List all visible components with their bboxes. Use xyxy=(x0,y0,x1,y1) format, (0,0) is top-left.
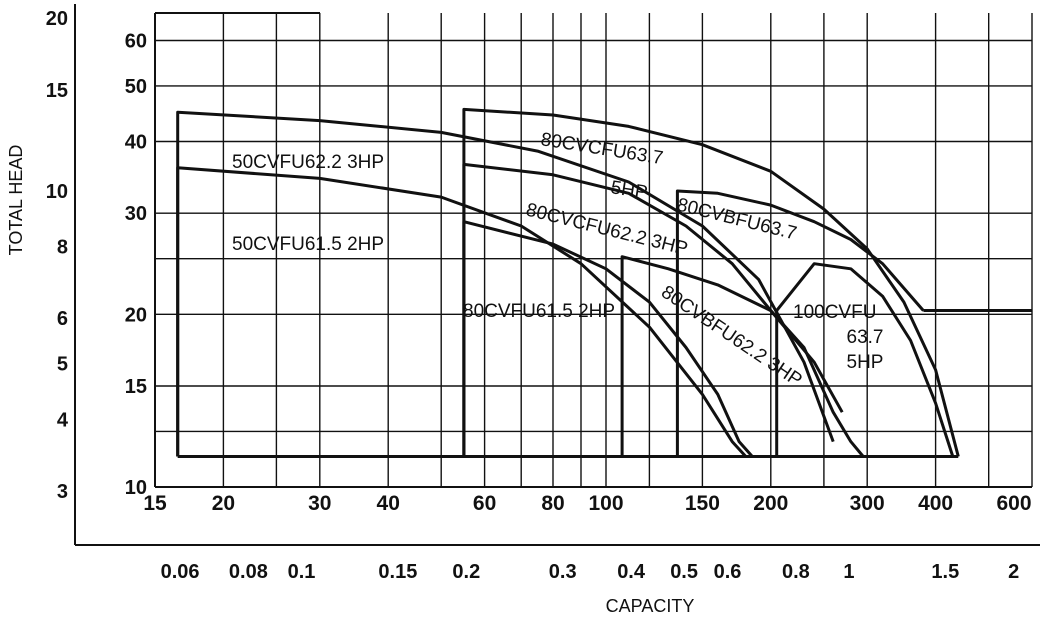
x-tick-label: 80 xyxy=(541,492,564,515)
curve-5 xyxy=(462,220,754,458)
y-secondary-tick-label: 6 xyxy=(57,308,68,330)
x-axis-title: CAPACITY xyxy=(606,596,695,616)
x-tick-label: 15 xyxy=(143,492,167,515)
curve-8 xyxy=(775,262,955,457)
x-tick-label: 400 xyxy=(918,492,953,515)
x-tick-label: 30 xyxy=(308,492,331,515)
y-secondary-tick-label: 20 xyxy=(46,8,68,30)
curve-label: 80CVFU61.5 2HP xyxy=(463,301,615,322)
curves xyxy=(176,107,1032,459)
plot-frame xyxy=(74,4,1040,546)
x-secondary-tick-label: 1 xyxy=(843,561,854,583)
curve-label: 80CVCFU63.7 xyxy=(539,129,664,169)
y-tick-label: 60 xyxy=(125,31,147,53)
y-tick-label: 40 xyxy=(125,132,147,154)
x-tick-label: 600 xyxy=(996,492,1031,515)
x-tick-label: 150 xyxy=(685,492,720,515)
x-secondary-tick-label: 0.6 xyxy=(714,561,742,583)
y-secondary-tick-label: 4 xyxy=(57,409,69,431)
curve-labels: 50CVFU62.2 3HP 50CVFU61.5 2HP 80CVCFU63.7 5… xyxy=(232,129,883,391)
y-axis-primary-ticks: 10 15 20 30 40 50 60 xyxy=(125,31,147,500)
x-secondary-tick-label: 0.06 xyxy=(161,561,200,583)
x-secondary-tick-label: 0.4 xyxy=(617,561,646,583)
x-secondary-tick-label: 0.5 xyxy=(670,561,698,583)
x-secondary-tick-label: 0.08 xyxy=(229,561,268,583)
x-secondary-tick-label: 0.2 xyxy=(452,561,480,583)
curve-label: 50CVFU61.5 2HP xyxy=(232,234,384,255)
x-axis-primary-ticks: 15 20 30 40 60 80 100 150 200 300 400 600 xyxy=(143,492,1031,515)
x-tick-label: 60 xyxy=(473,492,496,515)
x-tick-label: 200 xyxy=(753,492,788,515)
x-tick-label: 300 xyxy=(850,492,885,515)
y-tick-label: 50 xyxy=(125,76,147,98)
curve-label: 80CVCFU62.2 3HP xyxy=(524,199,690,259)
x-secondary-tick-label: 0.1 xyxy=(288,561,316,583)
x-axis-secondary-ticks: 0.06 0.08 0.1 0.15 0.2 0.3 0.4 0.5 0.6 0.8 1 1.5 2 xyxy=(161,561,1020,583)
x-secondary-tick-label: 0.15 xyxy=(378,561,417,583)
x-secondary-tick-label: 0.3 xyxy=(549,561,577,583)
grid xyxy=(155,13,1033,487)
x-secondary-tick-label: 2 xyxy=(1008,561,1019,583)
curve-label: 50CVFU62.2 3HP xyxy=(232,152,384,173)
y-tick-label: 10 xyxy=(125,477,147,499)
curve-label: 5HP xyxy=(847,352,884,373)
y-axis-title: TOTAL HEAD xyxy=(6,145,26,256)
curve-3 xyxy=(462,107,960,457)
x-tick-label: 40 xyxy=(377,492,400,515)
y-secondary-tick-label: 3 xyxy=(57,481,68,503)
y-secondary-tick-label: 8 xyxy=(57,237,68,259)
curve-label: 5HP xyxy=(609,177,649,204)
y-axis-secondary-ticks: 3 4 5 6 8 10 15 20 xyxy=(46,8,69,503)
x-tick-label: 100 xyxy=(588,492,623,515)
x-secondary-tick-label: 0.8 xyxy=(782,561,810,583)
y-tick-label: 30 xyxy=(125,203,147,225)
y-tick-label: 20 xyxy=(125,304,147,326)
curve-7 xyxy=(620,255,844,457)
x-secondary-tick-label: 1.5 xyxy=(931,561,959,583)
curve-4 xyxy=(462,162,865,458)
y-secondary-tick-label: 5 xyxy=(57,354,68,376)
x-tick-label: 20 xyxy=(212,492,235,515)
curve-label: 100CVFU xyxy=(793,302,876,323)
curve-label: 63.7 xyxy=(847,327,884,348)
curve-label: 80CVBFU63.7 xyxy=(675,194,799,244)
curve-label: 80CVBFU62.2 3HP xyxy=(657,282,805,392)
y-tick-label: 15 xyxy=(125,376,147,398)
curve-6 xyxy=(675,189,925,457)
y-secondary-tick-label: 15 xyxy=(46,80,68,102)
y-secondary-tick-label: 10 xyxy=(46,181,68,203)
